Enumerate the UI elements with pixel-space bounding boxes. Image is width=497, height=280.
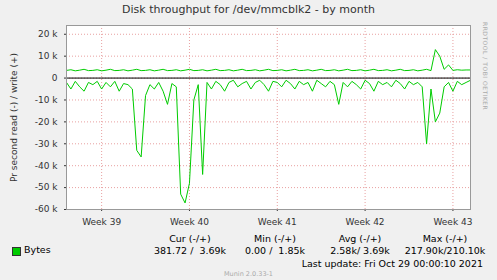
- html-text:0.00 / 1.85k: 0.00 / 1.85k: [245, 245, 305, 256]
- svg-text:-30 k: -30 k: [35, 139, 59, 149]
- svg-text:-60 k: -60 k: [35, 204, 59, 214]
- svg-text:Week 42: Week 42: [346, 217, 385, 227]
- html-text:Avg (-/+): Avg (-/+): [338, 233, 382, 244]
- html-text:Munin 2.0.33-1: Munin 2.0.33-1: [224, 270, 273, 278]
- svg-text:Pr second read (-) / write (+): Pr second read (-) / write (+): [9, 53, 19, 182]
- html-text:Min (-/+): Min (-/+): [254, 233, 296, 244]
- html-text:217.90k/210.10k: 217.90k/210.10k: [404, 245, 486, 256]
- html-text:Cur (-/+): Cur (-/+): [169, 233, 211, 244]
- svg-text:-20 k: -20 k: [35, 117, 59, 127]
- svg-text:Week 39: Week 39: [82, 217, 121, 227]
- svg-text:20 k: 20 k: [38, 29, 58, 39]
- svg-text:-40 k: -40 k: [35, 161, 59, 171]
- svg-text:Week 40: Week 40: [170, 217, 209, 227]
- html-text:Last update: Fri Oct 29 00:00:: Last update: Fri Oct 29 00:00:10 2021: [301, 258, 483, 269]
- svg-text:Week 43: Week 43: [433, 217, 472, 227]
- svg-text:Week 41: Week 41: [258, 217, 297, 227]
- html-text:2.58k/ 3.69k: 2.58k/ 3.69k: [330, 245, 390, 256]
- html-text:Bytes: Bytes: [24, 244, 51, 255]
- html-text:Disk throughput for /dev/mmcbl: Disk throughput for /dev/mmcblk2 - by mo…: [122, 3, 375, 16]
- svg-text:10 k: 10 k: [38, 51, 58, 61]
- html-text:RRDTOOL / TOBI OETIKER: RRDTOOL / TOBI OETIKER: [482, 22, 489, 111]
- svg-text:-10 k: -10 k: [35, 95, 59, 105]
- html-text:381.72 / 3.69k: 381.72 / 3.69k: [153, 245, 227, 256]
- html-text:Max (-/+): Max (-/+): [422, 233, 468, 244]
- svg-text:-50 k: -50 k: [35, 182, 59, 192]
- svg-text:0: 0: [52, 73, 58, 83]
